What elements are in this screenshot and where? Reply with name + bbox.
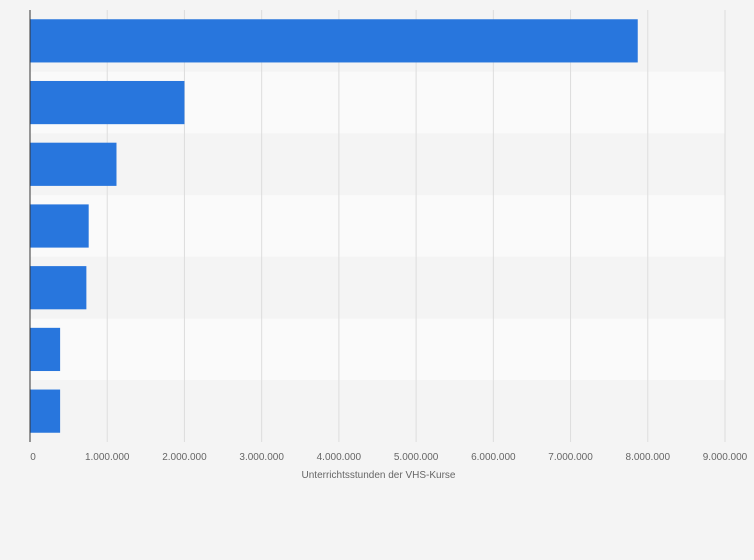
x-tick-label: 3.000.000 [239, 452, 284, 463]
x-axis-title: Unterrichtsstunden der VHS-Kurse [302, 470, 456, 481]
x-tick-label: 5.000.000 [394, 452, 439, 463]
x-tick-label: 9.000.000 [703, 452, 748, 463]
row-bands [30, 10, 725, 442]
x-tick-label: 8.000.000 [626, 452, 671, 463]
row-band [30, 195, 725, 257]
bar[interactable] [30, 204, 89, 248]
x-tick-label: 2.000.000 [162, 452, 207, 463]
bar[interactable] [30, 80, 185, 125]
gridlines [106, 10, 726, 442]
x-tick-label: 6.000.000 [471, 452, 516, 463]
x-tick-label: 0 [30, 452, 36, 463]
row-band [30, 256, 725, 319]
bar[interactable] [30, 142, 117, 186]
bar[interactable] [30, 19, 638, 63]
x-tick-label: 4.000.000 [317, 452, 362, 463]
x-tick-label: 1.000.000 [85, 452, 130, 463]
x-tick-label: 7.000.000 [548, 452, 593, 463]
bar[interactable] [30, 327, 61, 372]
bar[interactable] [30, 266, 87, 310]
row-band [30, 318, 725, 381]
x-axis-ticks: 0 1.000.000 2.000.000 3.000.000 4.000.000 5.0… [30, 452, 747, 463]
row-band [30, 380, 725, 442]
bar[interactable] [30, 389, 61, 433]
bars [30, 19, 638, 433]
row-band [30, 133, 725, 196]
